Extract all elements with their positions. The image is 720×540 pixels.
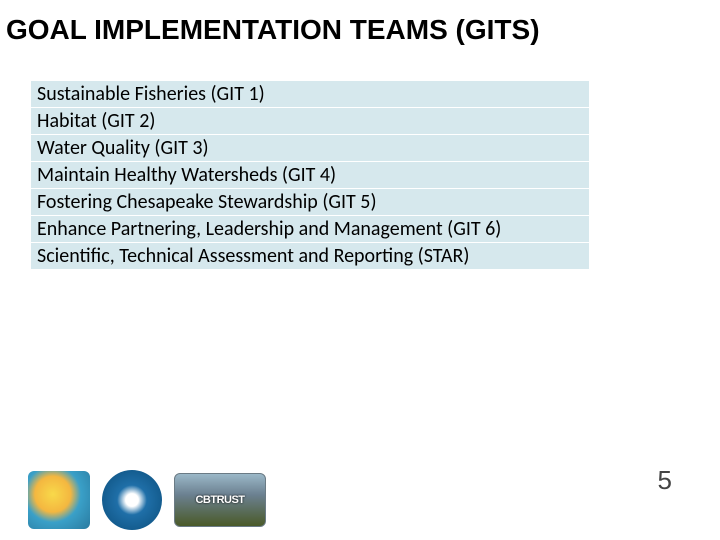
- table-row: Water Quality (GIT 3): [31, 135, 590, 162]
- page-number: 5: [658, 465, 672, 496]
- table-row: Scientific, Technical Assessment and Rep…: [31, 243, 590, 270]
- cbtrust-logo: CBTRUST: [174, 473, 266, 527]
- gits-table: Sustainable Fisheries (GIT 1) Habitat (G…: [30, 80, 590, 270]
- chesapeake-bay-program-logo: [28, 471, 90, 529]
- table-row: Sustainable Fisheries (GIT 1): [31, 81, 590, 108]
- table-row: Habitat (GIT 2): [31, 108, 590, 135]
- table-row: Fostering Chesapeake Stewardship (GIT 5): [31, 189, 590, 216]
- epa-seal-logo: [102, 470, 162, 530]
- logo-strip: CBTRUST: [28, 470, 266, 530]
- table-row: Maintain Healthy Watersheds (GIT 4): [31, 162, 590, 189]
- table-row: Enhance Partnering, Leadership and Manag…: [31, 216, 590, 243]
- slide-title: GOAL IMPLEMENTATION TEAMS (GITS): [6, 14, 540, 46]
